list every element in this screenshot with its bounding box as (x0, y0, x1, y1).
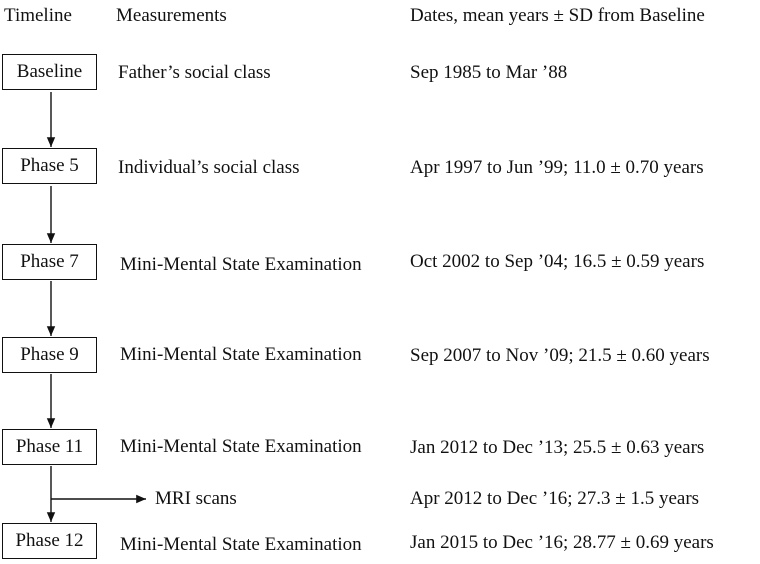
phase-box-phase-12: Phase 12 (2, 523, 97, 559)
measurement-phase-9: Mini-Mental State Examination (120, 344, 362, 365)
dates-phase-5: Apr 1997 to Jun ’99; 11.0 ± 0.70 years (410, 157, 704, 178)
phase-box-phase-9: Phase 9 (2, 337, 97, 373)
measurement-phase-7: Mini-Mental State Examination (120, 254, 362, 275)
phase-box-phase-5: Phase 5 (2, 148, 97, 184)
dates-baseline: Sep 1985 to Mar ’88 (410, 62, 568, 83)
measurement-baseline: Father’s social class (118, 62, 271, 83)
measurement-mri: MRI scans (155, 488, 237, 509)
dates-phase-12: Jan 2015 to Dec ’16; 28.77 ± 0.69 years (410, 532, 714, 553)
phase-box-baseline: Baseline (2, 54, 97, 90)
header-dates: Dates, mean years ± SD from Baseline (410, 5, 705, 26)
dates-phase-9: Sep 2007 to Nov ’09; 21.5 ± 0.60 years (410, 345, 710, 366)
header-timeline: Timeline (4, 5, 72, 26)
dates-phase-11: Jan 2012 to Dec ’13; 25.5 ± 0.63 years (410, 437, 705, 458)
phase-box-phase-11: Phase 11 (2, 429, 97, 465)
measurement-phase-12: Mini-Mental State Examination (120, 534, 362, 555)
dates-phase-7: Oct 2002 to Sep ’04; 16.5 ± 0.59 years (410, 251, 705, 272)
phase-box-phase-7: Phase 7 (2, 244, 97, 280)
measurement-phase-5: Individual’s social class (118, 157, 300, 178)
dates-mri: Apr 2012 to Dec ’16; 27.3 ± 1.5 years (410, 488, 700, 509)
measurement-phase-11: Mini-Mental State Examination (120, 436, 362, 457)
header-measurements: Measurements (116, 5, 227, 26)
